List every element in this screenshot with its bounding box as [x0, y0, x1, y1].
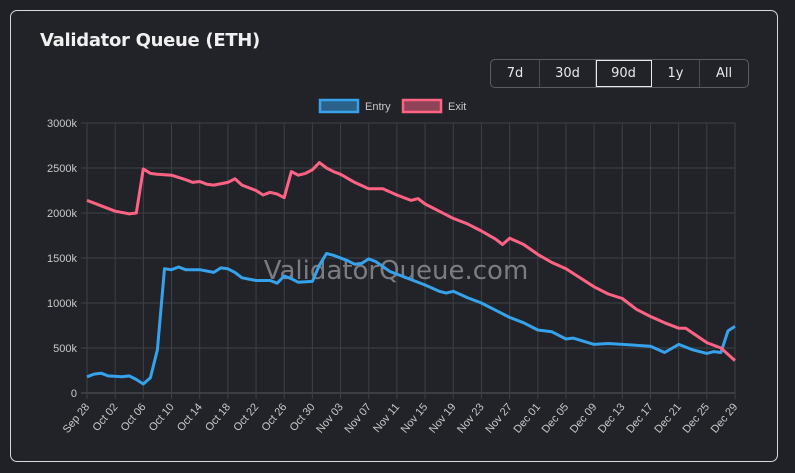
- x-tick-label: Oct 18: [203, 401, 233, 434]
- x-tick-label: Dec 05: [540, 401, 572, 435]
- x-tick-label: Dec 21: [652, 401, 684, 435]
- y-tick-label: 2500k: [47, 163, 77, 175]
- x-tick-label: Dec 25: [681, 401, 713, 435]
- x-tick-label: Dec 17: [624, 401, 656, 435]
- x-tick-label: Oct 02: [90, 401, 120, 434]
- range-1y-button[interactable]: 1y: [652, 60, 700, 87]
- y-tick-label: 1500k: [47, 253, 77, 265]
- x-tick-label: Nov 15: [399, 401, 431, 435]
- x-tick-label: Oct 10: [147, 401, 177, 434]
- y-tick-label: 1000k: [47, 298, 77, 310]
- x-tick-label: Oct 06: [119, 401, 149, 434]
- x-tick-label: Nov 23: [455, 401, 487, 435]
- x-tick-label: Dec 29: [709, 401, 741, 435]
- y-tick-label: 500k: [53, 343, 77, 355]
- range-90d-button[interactable]: 90d: [596, 60, 652, 87]
- x-tick-label: Nov 11: [371, 401, 402, 435]
- x-tick-label: Nov 07: [342, 401, 374, 435]
- y-tick-label: 2000k: [47, 208, 77, 220]
- series-line-entry: [86, 252, 736, 386]
- legend-swatch-entry: [318, 98, 360, 114]
- y-tick-label: 3000k: [47, 118, 77, 130]
- x-tick-label: Oct 30: [288, 401, 318, 434]
- x-tick-label: Dec 13: [596, 401, 628, 435]
- x-tick-label: Dec 09: [568, 401, 600, 435]
- time-range-selector: 7d 30d 90d 1y All: [490, 59, 749, 88]
- x-tick-label: Dec 01: [511, 401, 543, 435]
- x-tick-label: Oct 26: [259, 401, 289, 434]
- x-tick-label: Nov 03: [314, 401, 346, 435]
- range-7d-button[interactable]: 7d: [491, 60, 540, 87]
- series-line-exit: [86, 161, 736, 362]
- x-tick-label: Oct 22: [231, 401, 261, 434]
- x-tick-label: Nov 27: [483, 401, 515, 435]
- card-title: Validator Queue (ETH): [40, 30, 260, 51]
- legend-label-entry: Entry: [365, 101, 391, 113]
- legend-label-exit: Exit: [448, 101, 466, 113]
- y-tick-label: 0: [71, 388, 77, 400]
- x-tick-label: Nov 19: [427, 401, 459, 435]
- x-tick-label: Sep 28: [61, 401, 93, 435]
- range-30d-button[interactable]: 30d: [540, 60, 596, 87]
- legend-swatch-exit: [401, 98, 443, 114]
- x-tick-label: Oct 14: [175, 401, 205, 434]
- range-all-button[interactable]: All: [700, 60, 748, 87]
